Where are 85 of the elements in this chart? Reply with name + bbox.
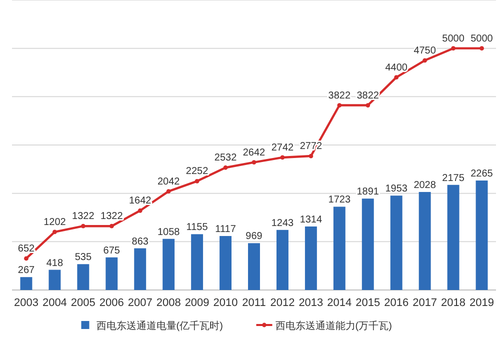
data-label: 1202 [44,216,66,228]
data-label: 3822 [328,90,351,102]
point [24,256,28,261]
data-label: 1117 [215,224,236,236]
point [138,208,142,213]
data-label: 1155 [186,222,208,234]
data-label: 1723 [328,194,351,206]
data-label: 5000 [442,33,465,44]
bar [20,277,32,290]
point [337,103,342,108]
x-tick-label: 2015 [356,297,380,309]
data-label: 1953 [385,184,408,195]
data-label: 4400 [385,62,408,74]
data-label: 863 [132,236,149,248]
bar [134,248,146,290]
data-label: 2175 [442,172,465,184]
legend-label: 西电东送通道能力(万千瓦) [275,320,392,332]
data-label: 2742 [271,142,294,154]
bar [362,198,374,290]
bar [220,236,232,290]
x-tick-label: 2003 [14,297,38,309]
data-label: 5000 [470,33,494,44]
bar [304,226,317,290]
point [109,224,114,228]
data-label: 2532 [214,152,238,164]
point [422,58,428,63]
data-label: 4750 [414,45,436,56]
x-tick-label: 2013 [298,297,324,309]
bar [447,184,460,290]
data-label: 2252 [186,166,209,178]
bar [390,196,402,290]
data-label: 1322 [100,211,124,222]
x-tick-label: 2011 [242,297,266,309]
bar [191,234,204,290]
data-label: 535 [74,252,92,264]
point [80,224,86,228]
point [52,230,57,234]
x-tick-label: 2005 [70,297,96,309]
x-tick-label: 2012 [270,297,295,309]
data-label: 1243 [271,218,294,229]
data-label: 1314 [300,214,322,226]
data-label: 1322 [72,211,95,222]
legend-label: 西电东送通道电量(亿千瓦时) [96,320,223,332]
bar [248,243,260,290]
x-tick-label: 2018 [441,297,466,309]
data-label: 2042 [157,176,180,188]
data-label: 2265 [470,168,494,180]
point [252,160,256,165]
point [451,46,456,51]
data-label: 1642 [128,196,152,207]
x-tick-label: 2010 [213,297,238,309]
data-label: 1891 [356,186,380,198]
data-label: 418 [46,258,64,269]
x-tick-label: 2009 [184,297,210,309]
point [480,46,484,51]
data-label: 969 [246,231,263,242]
point [166,189,171,194]
bar [106,257,118,290]
bar [276,230,288,290]
point [308,154,314,158]
bar [333,206,346,290]
x-tick-label: 2017 [412,297,438,309]
bar [48,270,61,290]
bar [418,192,431,290]
bar [162,238,175,290]
x-tick-label: 2014 [327,297,352,309]
point [194,178,200,184]
point [394,75,399,80]
point [366,103,370,108]
point [280,155,285,160]
bar [476,180,488,290]
data-label: 267 [18,265,36,276]
data-label: 1058 [157,226,180,238]
x-tick-label: 2007 [128,297,152,309]
bar [77,264,90,290]
data-label: 652 [18,243,36,254]
point [223,165,228,170]
data-label: 2028 [414,180,436,191]
x-tick-label: 2019 [470,297,494,309]
x-tick-label: 2008 [156,297,181,309]
x-tick-label: 2004 [42,297,67,309]
x-tick-label: 2016 [384,297,409,309]
x-tick-label: 2006 [99,297,124,309]
data-label: 2642 [242,147,266,158]
data-label: 675 [103,245,120,256]
